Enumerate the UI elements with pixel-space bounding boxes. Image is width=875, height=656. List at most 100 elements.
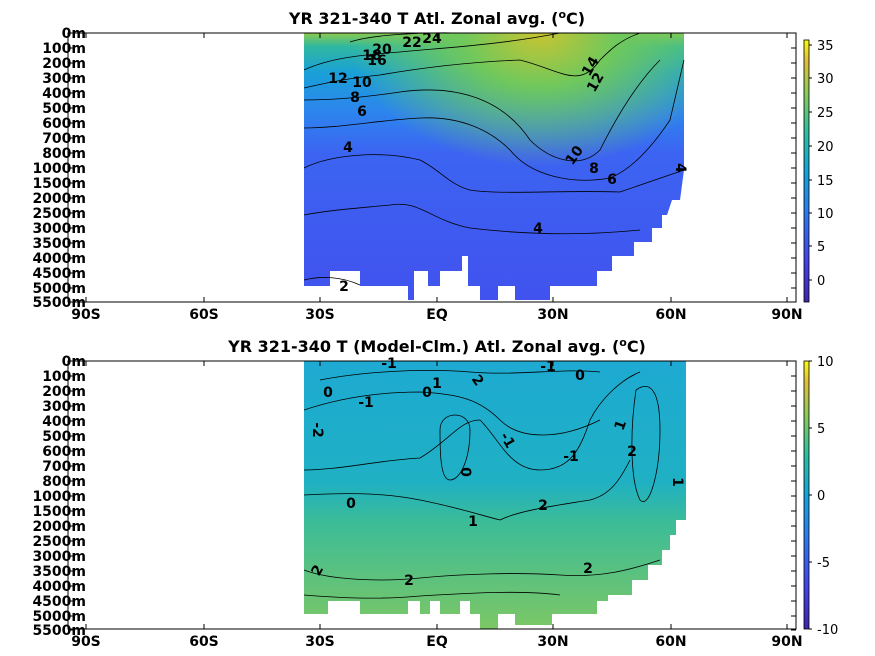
- contour-label: 4: [533, 221, 543, 237]
- contour-label: 6: [607, 172, 617, 188]
- y-tick-label: 300m: [42, 71, 86, 87]
- colorbar-tick-label: -10: [817, 623, 838, 638]
- x-tick-label: EQ: [426, 307, 448, 323]
- contour-label: -2: [309, 422, 325, 438]
- title-unit: C): [627, 337, 646, 356]
- y-tick-label: 100m: [42, 41, 86, 57]
- contour-label: -1: [381, 356, 397, 372]
- contour-line: [303, 391, 601, 436]
- y-tick-label: 2500m: [32, 206, 86, 222]
- chart-title: YR 321-340 T Atl. Zonal avg. (oC): [288, 8, 585, 28]
- contour-label: 2: [538, 498, 548, 514]
- contour-line: [631, 386, 661, 502]
- y-tick-label: 100m: [42, 369, 86, 385]
- x-tick-label: 30S: [305, 307, 335, 323]
- y-tick-label: 2000m: [32, 519, 86, 535]
- title-text: YR 321-340 T Atl. Zonal avg. (: [288, 9, 559, 28]
- contour-line: [303, 32, 561, 71]
- y-tick-label: 3500m: [32, 564, 86, 580]
- contour-label: -1: [358, 395, 374, 411]
- colorbar-tick-label: 25: [817, 106, 834, 121]
- contour-label: 2: [627, 444, 637, 460]
- title-unit: C): [566, 9, 585, 28]
- y-tick-label: 3500m: [32, 236, 86, 252]
- contour-label: 2: [339, 279, 349, 295]
- x-tick-label: 60S: [189, 634, 219, 650]
- y-tick-label: 600m: [42, 444, 86, 460]
- y-tick-label: 3000m: [32, 221, 86, 237]
- colorbar-tick-label: 10: [817, 355, 834, 370]
- y-tick-label: 0m: [62, 26, 86, 42]
- contour-label: 1: [669, 477, 685, 487]
- contour-label: 2: [404, 573, 414, 589]
- colorbar-tick-label: 30: [817, 72, 834, 87]
- contour-label: 1: [432, 376, 442, 392]
- colorbar-tick-label: 0: [817, 274, 825, 289]
- contour-line: [303, 59, 661, 162]
- contour-label: 12: [328, 71, 347, 87]
- y-tick-label: 5000m: [32, 609, 86, 625]
- y-tick-label: 1000m: [32, 489, 86, 505]
- x-tick-label: 60S: [189, 307, 219, 323]
- y-tick-label: 400m: [42, 86, 86, 102]
- contour-line: [303, 277, 361, 286]
- y-tick-label: 4000m: [32, 579, 86, 595]
- contour-line: [303, 591, 561, 599]
- x-tick-label: 60N: [655, 634, 686, 650]
- contour-label: 16: [367, 53, 386, 69]
- contour-label: 0: [575, 368, 585, 384]
- y-tick-label: 400m: [42, 414, 86, 430]
- colorbar-tick-label: 5: [817, 422, 825, 437]
- contour-label: 8: [350, 90, 360, 106]
- contour-label: 8: [589, 161, 599, 177]
- contour-label: 0: [457, 467, 473, 477]
- x-tick-label: 90S: [71, 634, 101, 650]
- contour-lines: [303, 32, 685, 286]
- chart-title: YR 321-340 T (Model-Clm.) Atl. Zonal avg…: [227, 336, 646, 356]
- x-tick-label: 90S: [71, 307, 101, 323]
- y-tick-label: 500m: [42, 429, 86, 445]
- contour-label: -1: [563, 449, 579, 465]
- y-tick-label: 700m: [42, 459, 86, 475]
- x-tick-label: 30S: [305, 634, 335, 650]
- x-tick-label: 30N: [537, 307, 568, 323]
- colorbar-tick-label: 15: [817, 174, 834, 189]
- y-tick-label: 500m: [42, 101, 86, 117]
- colorbar-tick-label: 35: [817, 39, 834, 54]
- colorbar-tick-label: 20: [817, 140, 834, 155]
- x-tick-label: 90N: [771, 634, 802, 650]
- y-tick-label: 2500m: [32, 534, 86, 550]
- y-tick-label: 1000m: [32, 161, 86, 177]
- contour-label: 4: [672, 163, 688, 173]
- contour-line: [303, 59, 685, 181]
- y-tick-label: 1500m: [32, 176, 86, 192]
- top-panel: YR 321-340 T Atl. Zonal avg. (oC) 90S 60S 3…: [32, 8, 833, 323]
- contour-line: [303, 203, 641, 235]
- y-tick-label: 4500m: [32, 266, 86, 282]
- y-tick-label: 5000m: [32, 281, 86, 297]
- title-superscript: o: [558, 8, 566, 21]
- contour-line: [303, 371, 641, 471]
- y-tick-label: 4500m: [32, 594, 86, 610]
- contour-label: 0: [346, 496, 356, 512]
- contour-label: -1: [540, 359, 556, 375]
- contour-label: 24: [422, 31, 442, 47]
- y-tick-label: 3000m: [32, 549, 86, 565]
- contour-lines: [303, 370, 661, 599]
- y-tick-label: 0m: [62, 354, 86, 370]
- colorbar-tick-label: 5: [817, 240, 825, 255]
- contour-label: 18: [362, 48, 381, 64]
- y-tick-label: 300m: [42, 399, 86, 415]
- contour-label: 0: [422, 385, 432, 401]
- colorbar: [803, 39, 810, 303]
- contour-line: [439, 414, 471, 481]
- x-tick-label: 90N: [771, 307, 802, 323]
- title-text: YR 321-340 T (Model-Clm.) Atl. Zonal avg…: [227, 337, 619, 356]
- contour-label: 10: [352, 75, 372, 91]
- y-tick-label: 800m: [42, 146, 86, 162]
- contour-label: 4: [343, 140, 353, 156]
- y-tick-label: 5500m: [32, 623, 86, 639]
- colorbar-tick-label: 0: [817, 489, 825, 504]
- title-superscript: o: [619, 336, 627, 349]
